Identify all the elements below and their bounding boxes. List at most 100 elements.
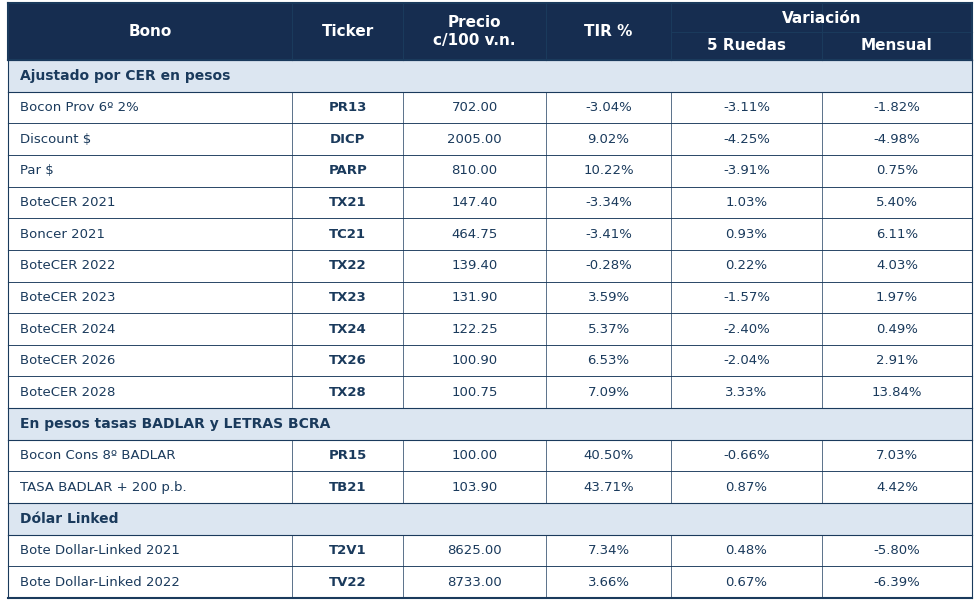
Text: 0.93%: 0.93% (725, 228, 767, 240)
Text: 1.03%: 1.03% (725, 196, 767, 209)
Text: TX28: TX28 (329, 386, 367, 399)
Text: Bocon Prov 6º 2%: Bocon Prov 6º 2% (20, 101, 138, 114)
Bar (8, 281, 972, 313)
Text: Precio
c/100 v.n.: Precio c/100 v.n. (433, 15, 515, 47)
Text: TIR %: TIR % (584, 24, 633, 39)
Text: T2V1: T2V1 (329, 544, 367, 557)
Bar (8, 503, 972, 535)
Text: Mensual: Mensual (861, 38, 933, 53)
Text: -2.40%: -2.40% (723, 323, 770, 335)
Text: 139.40: 139.40 (452, 259, 498, 272)
Bar (8, 376, 972, 408)
Text: -0.28%: -0.28% (585, 259, 632, 272)
Text: 9.02%: 9.02% (588, 133, 629, 145)
Bar (8, 471, 972, 503)
Text: TX23: TX23 (329, 291, 367, 304)
Text: 13.84%: 13.84% (871, 386, 922, 399)
Text: BoteCER 2022: BoteCER 2022 (20, 259, 115, 272)
Text: 7.03%: 7.03% (876, 449, 918, 462)
Text: DICP: DICP (330, 133, 366, 145)
Text: TC21: TC21 (329, 228, 367, 240)
Text: -4.98%: -4.98% (873, 133, 920, 145)
Text: 40.50%: 40.50% (583, 449, 634, 462)
Text: 103.90: 103.90 (452, 481, 498, 494)
Text: -5.80%: -5.80% (873, 544, 920, 557)
Text: Par $: Par $ (20, 164, 53, 177)
Bar (8, 566, 972, 598)
Text: 6.53%: 6.53% (588, 354, 630, 367)
Text: 0.22%: 0.22% (725, 259, 767, 272)
Bar (8, 408, 972, 440)
Text: Discount $: Discount $ (20, 133, 91, 145)
Bar (8, 123, 972, 155)
Bar (8, 345, 972, 376)
Bar (8, 155, 972, 186)
Text: -3.91%: -3.91% (723, 164, 770, 177)
Text: 0.67%: 0.67% (725, 576, 767, 588)
Text: 5.40%: 5.40% (876, 196, 918, 209)
Text: 810.00: 810.00 (452, 164, 498, 177)
Text: En pesos tasas BADLAR y LETRAS BCRA: En pesos tasas BADLAR y LETRAS BCRA (20, 417, 330, 431)
Text: 0.75%: 0.75% (876, 164, 918, 177)
Text: -4.25%: -4.25% (723, 133, 770, 145)
Text: BoteCER 2023: BoteCER 2023 (20, 291, 115, 304)
Text: Boncer 2021: Boncer 2021 (20, 228, 105, 240)
Text: -1.82%: -1.82% (873, 101, 920, 114)
Bar (8, 3, 972, 60)
Text: -0.66%: -0.66% (723, 449, 770, 462)
Text: TX24: TX24 (329, 323, 367, 335)
Text: PARP: PARP (328, 164, 368, 177)
Text: 43.71%: 43.71% (583, 481, 634, 494)
Text: 464.75: 464.75 (452, 228, 498, 240)
Text: 100.90: 100.90 (452, 354, 498, 367)
Text: 3.66%: 3.66% (588, 576, 629, 588)
Text: 3.33%: 3.33% (725, 386, 767, 399)
Text: 131.90: 131.90 (452, 291, 498, 304)
Text: BoteCER 2028: BoteCER 2028 (20, 386, 115, 399)
Text: 2.91%: 2.91% (876, 354, 918, 367)
Text: 5.37%: 5.37% (587, 323, 630, 335)
Text: BoteCER 2026: BoteCER 2026 (20, 354, 115, 367)
Text: 7.09%: 7.09% (588, 386, 629, 399)
Text: TASA BADLAR + 200 p.b.: TASA BADLAR + 200 p.b. (20, 481, 186, 494)
Text: 4.42%: 4.42% (876, 481, 918, 494)
Text: BoteCER 2024: BoteCER 2024 (20, 323, 115, 335)
Text: TX21: TX21 (329, 196, 367, 209)
Text: TV22: TV22 (329, 576, 367, 588)
Text: 8625.00: 8625.00 (447, 544, 502, 557)
Text: Variación: Variación (782, 11, 861, 26)
Text: Ticker: Ticker (321, 24, 374, 39)
Text: 0.87%: 0.87% (725, 481, 767, 494)
Text: 3.59%: 3.59% (588, 291, 630, 304)
Text: BoteCER 2021: BoteCER 2021 (20, 196, 115, 209)
Text: -2.04%: -2.04% (723, 354, 770, 367)
Text: PR15: PR15 (328, 449, 367, 462)
Text: 2005.00: 2005.00 (447, 133, 502, 145)
Text: Bocon Cons 8º BADLAR: Bocon Cons 8º BADLAR (20, 449, 175, 462)
Bar (8, 535, 972, 566)
Text: TB21: TB21 (329, 481, 367, 494)
Text: -1.57%: -1.57% (723, 291, 770, 304)
Bar (8, 313, 972, 345)
Text: Dólar Linked: Dólar Linked (20, 512, 119, 526)
Text: 702.00: 702.00 (452, 101, 498, 114)
Text: -3.34%: -3.34% (585, 196, 632, 209)
Text: 100.00: 100.00 (452, 449, 498, 462)
Text: 8733.00: 8733.00 (447, 576, 502, 588)
Text: -3.04%: -3.04% (585, 101, 632, 114)
Text: 7.34%: 7.34% (588, 544, 630, 557)
Text: Bote Dollar-Linked 2021: Bote Dollar-Linked 2021 (20, 544, 179, 557)
Text: Ajustado por CER en pesos: Ajustado por CER en pesos (20, 69, 230, 83)
Text: 4.03%: 4.03% (876, 259, 918, 272)
Bar (8, 186, 972, 218)
Text: 0.49%: 0.49% (876, 323, 918, 335)
Text: 147.40: 147.40 (452, 196, 498, 209)
Text: 100.75: 100.75 (452, 386, 498, 399)
Text: TX22: TX22 (329, 259, 367, 272)
Text: -6.39%: -6.39% (873, 576, 920, 588)
Text: 10.22%: 10.22% (583, 164, 634, 177)
Bar (8, 250, 972, 281)
Bar (8, 91, 972, 123)
Text: 1.97%: 1.97% (876, 291, 918, 304)
Text: Bote Dollar-Linked 2022: Bote Dollar-Linked 2022 (20, 576, 179, 588)
